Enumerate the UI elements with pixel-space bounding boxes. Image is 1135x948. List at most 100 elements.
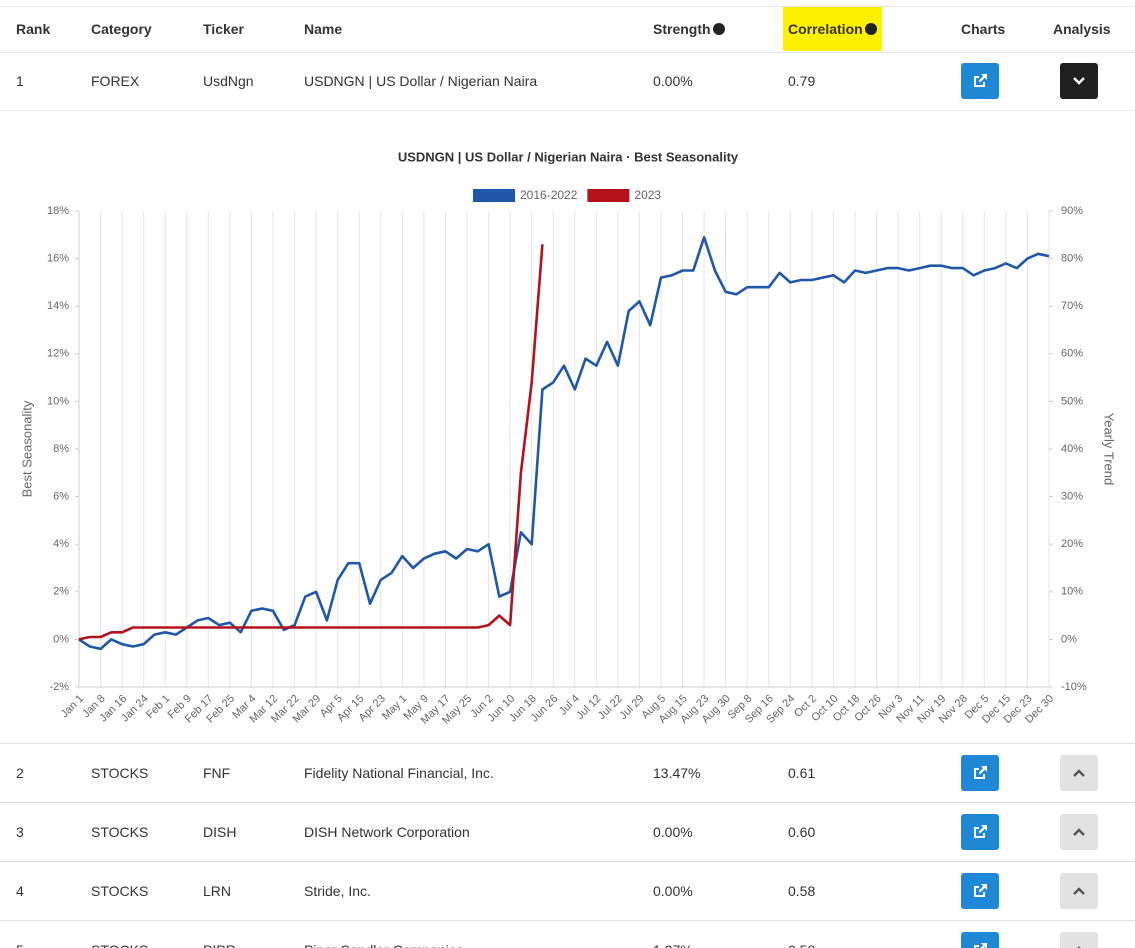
- header-cell: Charts: [961, 6, 1005, 52]
- header-cell: Strength: [653, 6, 725, 52]
- external-link-icon: [974, 74, 987, 87]
- x-tick-label: Jan 1: [59, 693, 87, 721]
- table-row: 4 STOCKS LRN Stride, Inc. 0.00% 0.58: [0, 862, 1135, 921]
- table-cell: FNF: [203, 765, 231, 781]
- header-row: Rank Category Ticker Name Strength Correlatio…: [0, 6, 1135, 53]
- table-cell: 5: [16, 921, 24, 948]
- y-tick-label: 6%: [53, 491, 69, 503]
- y2-tick-label: -10%: [1061, 681, 1087, 693]
- series-line: [78, 235, 1050, 651]
- table-cell: STOCKS: [91, 921, 148, 948]
- chart-button[interactable]: [961, 755, 999, 791]
- header-label: Rank: [16, 21, 51, 37]
- y-tick-label: 8%: [53, 443, 69, 455]
- y2-tick-label: 80%: [1061, 253, 1083, 265]
- table-cell: 3: [16, 824, 24, 840]
- header-cell: Analysis: [1053, 6, 1111, 52]
- table-cell: USDNGN | US Dollar / Nigerian Naira: [304, 73, 538, 89]
- table-cell: 0.00%: [653, 824, 693, 840]
- table-cell: 2: [16, 765, 24, 781]
- y-tick-label: 14%: [47, 300, 69, 312]
- y-tick-label: 2%: [53, 586, 69, 598]
- legend-swatch: [587, 189, 630, 202]
- table-cell: 1: [16, 73, 24, 89]
- y2-tick-label: 0%: [1061, 633, 1077, 645]
- table-cell: UsdNgn: [203, 73, 254, 89]
- header-cell: Category: [91, 6, 152, 52]
- table-cell: Fidelity National Financial, Inc.: [304, 765, 494, 781]
- chart-title: USDNGN | US Dollar / Nigerian Naira · Be…: [398, 149, 739, 164]
- chart: USDNGN | US Dollar / Nigerian Naira · Be…: [19, 149, 1116, 726]
- y-tick-label: 16%: [47, 253, 69, 265]
- table-cell: 0.00%: [653, 883, 693, 899]
- header-label: Strength: [653, 21, 711, 37]
- header-cell: Correlation: [783, 7, 882, 51]
- legend-label: 2016-2022: [520, 188, 578, 202]
- y2-tick-label: 30%: [1061, 491, 1083, 503]
- chart-button[interactable]: [961, 63, 999, 99]
- table-cell: 0.79: [788, 73, 816, 89]
- table-cell: PIPR: [203, 921, 236, 948]
- table-cell: STOCKS: [91, 824, 149, 840]
- y2-tick-label: 90%: [1061, 205, 1083, 217]
- table-cell: 0.60: [788, 824, 816, 840]
- table-cell: STOCKS: [91, 765, 149, 781]
- analysis-button[interactable]: [1060, 755, 1098, 791]
- help-icon[interactable]: [712, 23, 725, 35]
- table-cell: Piper Sandler Companies: [304, 921, 464, 948]
- table-cell: STOCKS: [91, 883, 149, 899]
- help-icon[interactable]: [864, 23, 877, 35]
- external-link-icon: [974, 943, 987, 948]
- chart-button[interactable]: [961, 814, 999, 850]
- chart-button[interactable]: [961, 932, 999, 948]
- analysis-button[interactable]: [1060, 63, 1098, 99]
- x-tick-label: Jul 29: [617, 693, 646, 722]
- header-label: Charts: [961, 21, 1006, 37]
- chevron-icon: [1073, 769, 1085, 777]
- legend-swatch: [473, 189, 515, 202]
- y2-tick-label: 40%: [1061, 443, 1083, 455]
- table-cell: 13.47%: [653, 765, 701, 781]
- table-cell: 0.58: [788, 883, 816, 899]
- external-link-icon: [974, 766, 987, 779]
- table-row: 1 FOREX UsdNgn USDNGN | US Dollar / Nigeria…: [0, 52, 1135, 111]
- y-tick-label: 4%: [53, 538, 69, 550]
- header-label: Category: [91, 21, 152, 37]
- chevron-icon: [1073, 77, 1085, 85]
- table-cell: Stride, Inc.: [304, 883, 371, 899]
- table-cell: 0.58: [788, 921, 815, 948]
- table-cell: DISH: [203, 824, 237, 840]
- chart-button[interactable]: [961, 873, 999, 909]
- legend-label: 2023: [634, 188, 661, 202]
- y2-tick-label: 70%: [1061, 300, 1083, 312]
- x-tick-label: Feb 1: [144, 693, 172, 721]
- y-tick-label: 10%: [47, 395, 69, 407]
- y2-tick-label: 10%: [1061, 586, 1083, 598]
- y2-tick-label: 20%: [1061, 538, 1083, 550]
- y2-tick-label: 50%: [1061, 395, 1083, 407]
- external-link-icon: [974, 884, 987, 897]
- y-axis-title: Best Seasonality: [19, 400, 34, 497]
- header-cell: Ticker: [203, 6, 244, 52]
- header-cell: Rank: [16, 6, 50, 52]
- table-row: 3 STOCKS DISH DISH Network Corporation 0.00%…: [0, 803, 1135, 862]
- table-cell: 0.00%: [653, 73, 693, 89]
- analysis-button[interactable]: [1060, 873, 1098, 909]
- external-link-icon: [974, 825, 987, 838]
- header-label: Name: [304, 21, 343, 37]
- y-tick-label: 0%: [53, 633, 69, 645]
- header-label: Analysis: [1053, 21, 1111, 37]
- analysis-button[interactable]: [1060, 814, 1098, 850]
- header-label: Correlation: [788, 21, 863, 37]
- table-cell: 4: [16, 883, 24, 899]
- y-tick-label: 12%: [47, 348, 69, 360]
- header-cell: Name: [304, 6, 342, 52]
- y-tick-label: 18%: [47, 205, 69, 217]
- chevron-icon: [1073, 828, 1085, 836]
- y-tick-label: -2%: [49, 681, 69, 693]
- chevron-icon: [1073, 887, 1085, 895]
- table-cell: 1.27%: [653, 921, 693, 948]
- analysis-button[interactable]: [1060, 932, 1098, 948]
- table-cell: FOREX: [91, 73, 140, 89]
